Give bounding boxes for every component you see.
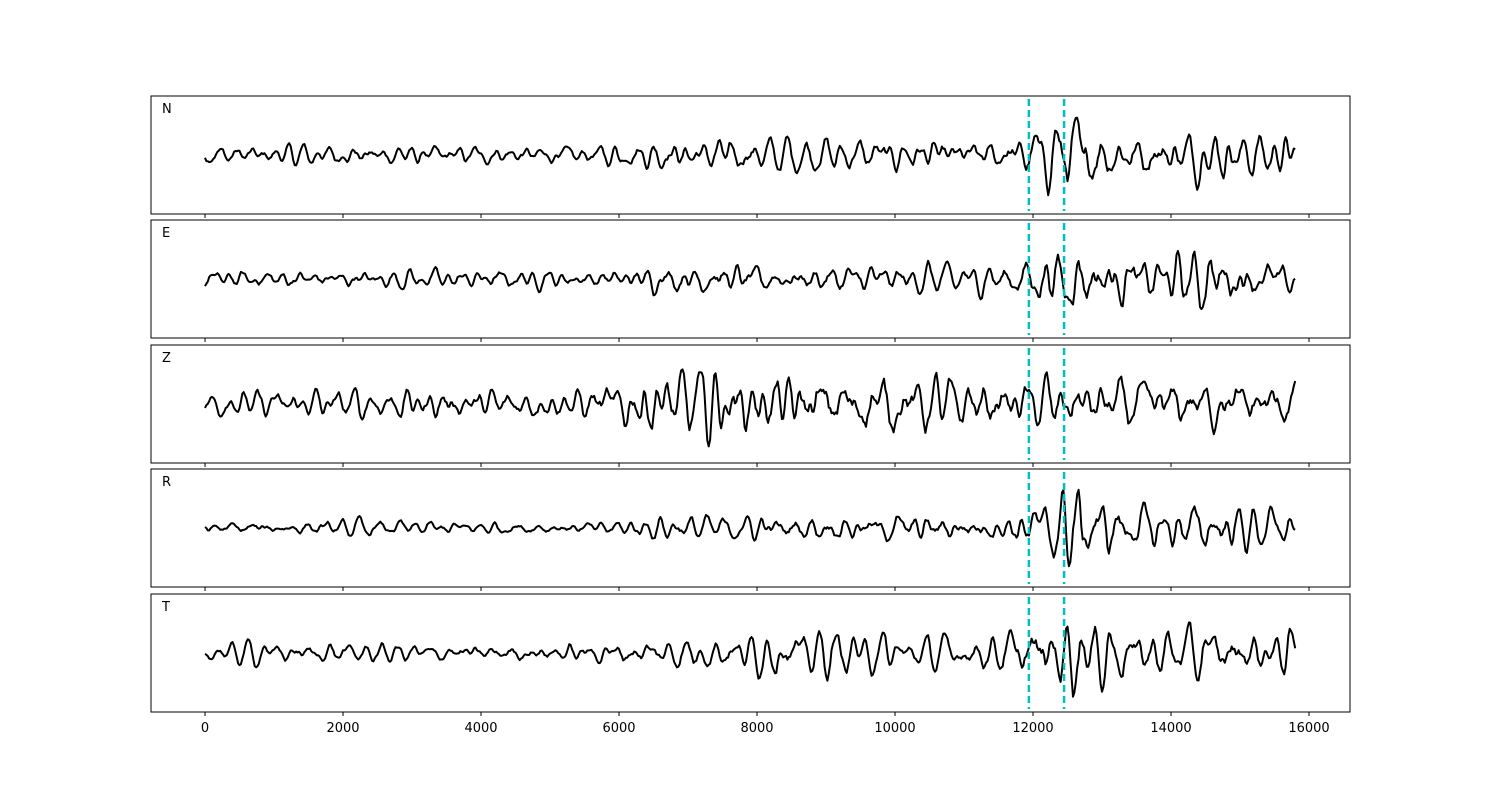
panel-label: T: [161, 600, 170, 615]
x-tick-label: 2000: [326, 721, 359, 736]
panel-label: R: [162, 475, 171, 490]
panel-t: T 0 2000 4000 6000 8000 10000 12000 14000 16000: [150, 593, 1351, 736]
x-tick-label: 14000: [1150, 721, 1191, 736]
panel-frame: [150, 219, 1351, 339]
waveform-trace: [204, 368, 1297, 448]
panel-frame: [150, 593, 1351, 713]
panel-label: E: [162, 226, 170, 241]
waveform-trace: [204, 116, 1296, 197]
x-tick-label: 8000: [740, 721, 773, 736]
panel-label: Z: [162, 351, 171, 366]
panel-frame: [150, 95, 1351, 215]
x-tick-label: 12000: [1012, 721, 1053, 736]
x-tick-label: 16000: [1288, 721, 1329, 736]
waveform-trace: [204, 488, 1296, 568]
waveform-trace: [204, 250, 1296, 311]
panel-r: R: [150, 468, 1351, 591]
waveform-trace: [204, 621, 1297, 698]
panel-frame: [150, 468, 1351, 588]
x-tick-label: 10000: [874, 721, 915, 736]
panel-frame: [150, 344, 1351, 464]
x-tick-label: 4000: [464, 721, 497, 736]
x-tick-label: 6000: [602, 721, 635, 736]
panel-z: Z: [150, 344, 1351, 467]
panel-label: N: [162, 102, 172, 117]
x-tick-label: 0: [201, 721, 209, 736]
panel-e: E: [150, 219, 1351, 342]
panel-n: N: [150, 95, 1351, 218]
